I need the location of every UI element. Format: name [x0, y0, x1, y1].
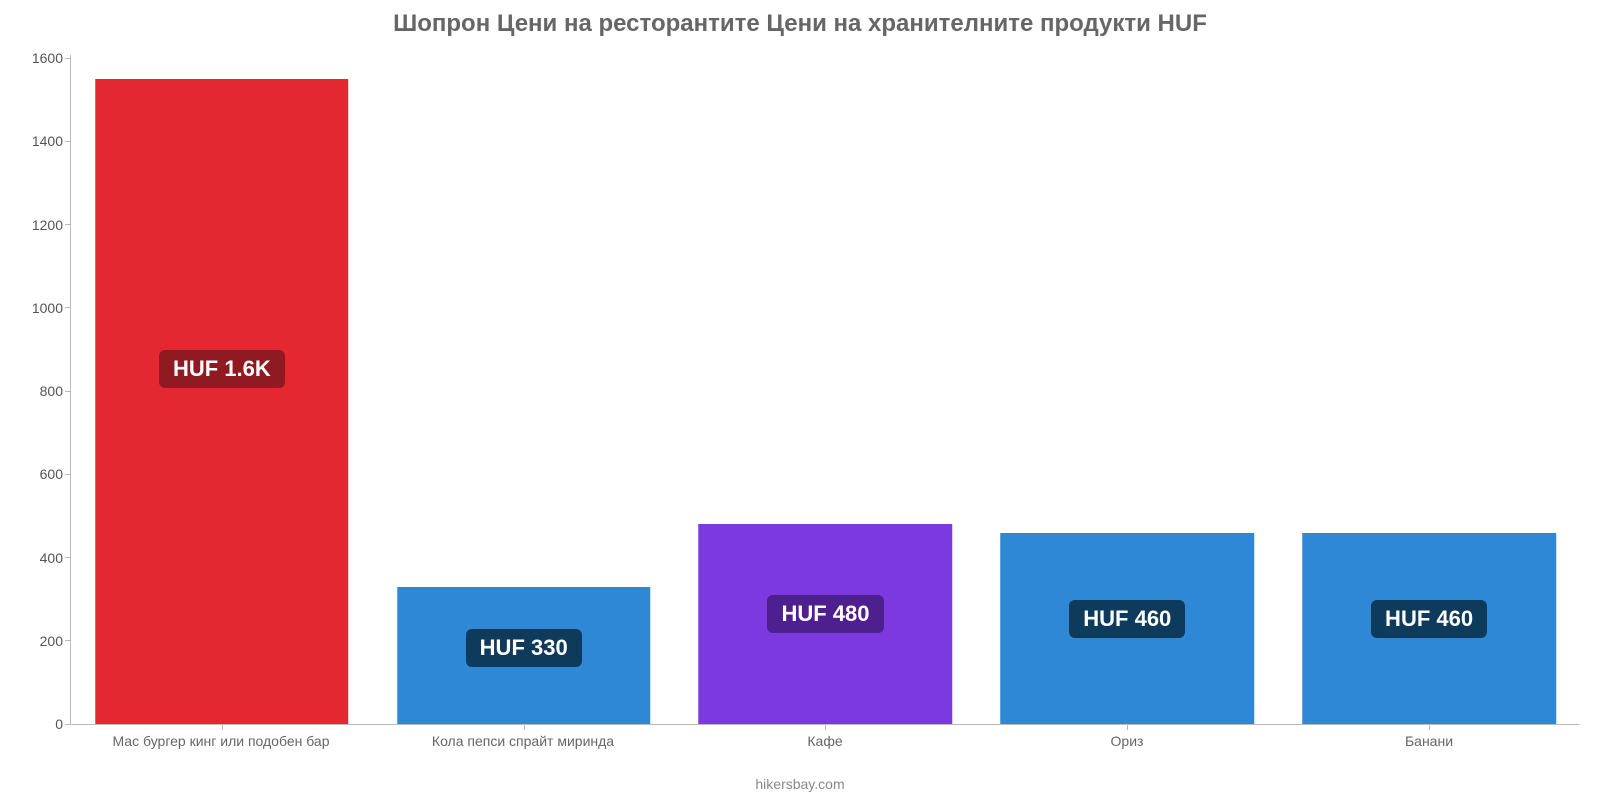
xtick-mark	[1429, 724, 1430, 730]
ytick-label: 400	[13, 550, 63, 566]
value-badge: HUF 460	[1371, 600, 1487, 638]
chart-container: Шопрон Цени на ресторантите Цени на хран…	[0, 0, 1600, 800]
bar-slot: HUF 460	[976, 55, 1278, 724]
ytick-label: 1400	[13, 133, 63, 149]
ytick-label: 1200	[13, 217, 63, 233]
x-axis-label: Мас бургер кинг или подобен бар	[70, 733, 372, 749]
attribution: hikersbay.com	[0, 776, 1600, 792]
ytick-label: 1000	[13, 300, 63, 316]
ytick-mark	[65, 58, 71, 59]
ytick-label: 0	[13, 716, 63, 732]
ytick-mark	[65, 640, 71, 641]
x-axis-label: Банани	[1278, 733, 1580, 749]
ytick-label: 1600	[13, 50, 63, 66]
plot-area: HUF 1.6KHUF 330HUF 480HUF 460HUF 460 020…	[70, 55, 1580, 725]
xtick-mark	[222, 724, 223, 730]
ytick-mark	[65, 391, 71, 392]
ytick-mark	[65, 557, 71, 558]
x-axis-labels: Мас бургер кинг или подобен барКола пепс…	[70, 733, 1580, 749]
ytick-mark	[65, 307, 71, 308]
bar-slot: HUF 330	[373, 55, 675, 724]
bar-slot: HUF 460	[1278, 55, 1580, 724]
ytick-mark	[65, 141, 71, 142]
chart-title: Шопрон Цени на ресторантите Цени на хран…	[0, 10, 1600, 38]
value-badge: HUF 330	[466, 629, 582, 667]
x-axis-label: Кафе	[674, 733, 976, 749]
xtick-mark	[524, 724, 525, 730]
ytick-label: 800	[13, 383, 63, 399]
ytick-mark	[65, 474, 71, 475]
bar-slot: HUF 1.6K	[71, 55, 373, 724]
bars-row: HUF 1.6K HUF 330 HUF 480 HUF 460 HUF 460	[71, 55, 1580, 724]
ytick-mark	[65, 724, 71, 725]
x-axis-label: Кола пепси спрайт миринда	[372, 733, 674, 749]
ytick-label: 600	[13, 466, 63, 482]
value-badge: HUF 460	[1069, 600, 1185, 638]
bar	[95, 79, 349, 724]
value-badge: HUF 1.6K	[159, 350, 285, 388]
bar-slot: HUF 480	[675, 55, 977, 724]
x-axis-label: Ориз	[976, 733, 1278, 749]
value-badge: HUF 480	[767, 595, 883, 633]
xtick-mark	[825, 724, 826, 730]
ytick-mark	[65, 224, 71, 225]
xtick-mark	[1127, 724, 1128, 730]
ytick-label: 200	[13, 633, 63, 649]
